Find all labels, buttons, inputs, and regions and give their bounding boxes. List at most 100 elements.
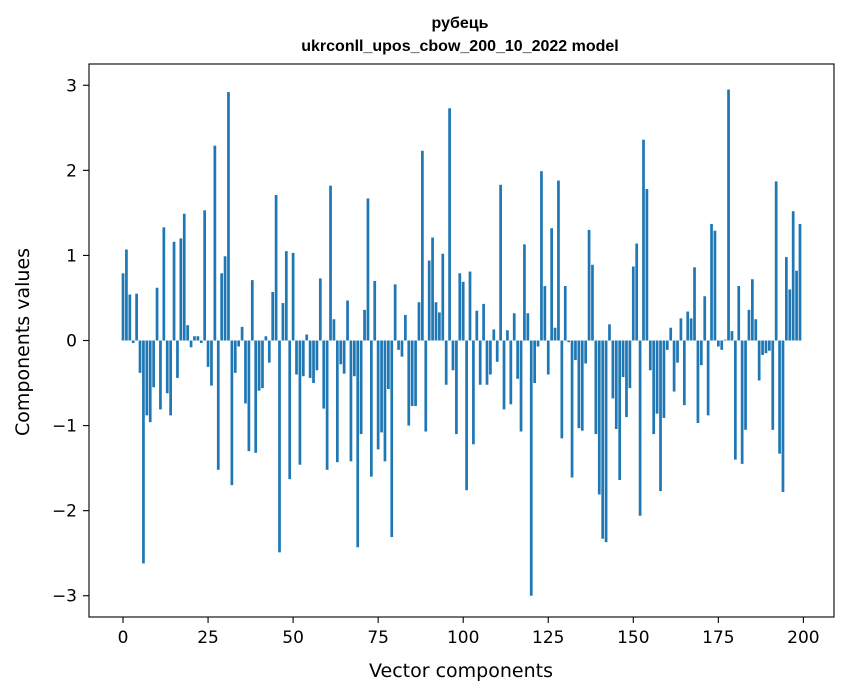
bar-64	[339, 340, 343, 365]
bar-137	[587, 229, 591, 341]
bar-172	[706, 340, 710, 416]
bar-120	[529, 340, 533, 596]
bar-31	[227, 92, 230, 341]
bar-49	[288, 340, 292, 480]
chart-title: рубець	[432, 15, 489, 32]
bar-96	[448, 108, 451, 341]
bar-182	[740, 340, 744, 464]
bar-143	[608, 324, 611, 341]
bar-139	[594, 340, 598, 435]
bar-40	[257, 340, 261, 391]
plot-frame	[88, 63, 835, 618]
bar-36	[244, 340, 247, 404]
bar-44	[271, 292, 275, 341]
bar-105	[478, 340, 482, 385]
bar-55	[308, 340, 312, 378]
bar-156	[652, 340, 656, 435]
y-tick-label: 3	[66, 76, 77, 96]
bar-147	[621, 340, 625, 378]
x-tick-label: 150	[617, 628, 649, 648]
bar-92	[434, 302, 438, 341]
x-tick-label: 0	[118, 628, 129, 648]
bar-46	[278, 340, 281, 553]
bar-69	[356, 340, 360, 548]
bar-129	[560, 340, 564, 439]
bar-175	[716, 340, 720, 347]
x-tick-label: 200	[787, 628, 819, 648]
bar-106	[482, 303, 485, 341]
bar-13	[165, 340, 169, 394]
bar-169	[696, 340, 700, 424]
bar-194	[781, 340, 785, 492]
bar-125	[546, 340, 550, 375]
x-tick-label: 75	[367, 628, 389, 648]
bar-150	[631, 266, 635, 341]
bar-6	[142, 340, 145, 564]
bar-12	[162, 227, 166, 341]
bar-19	[186, 325, 190, 341]
bar-170	[699, 340, 703, 366]
y-tick-label: 1	[66, 246, 77, 266]
bar-179	[730, 331, 734, 341]
y-axis-ticks: −3 −2 −1 0 1 2 3	[52, 76, 89, 607]
bar-117	[519, 340, 523, 432]
bar-136	[584, 340, 588, 364]
bar-56	[312, 340, 315, 384]
bar-160	[665, 340, 669, 350]
bar-8	[148, 340, 152, 423]
bar-151	[635, 243, 639, 341]
bar-132	[570, 340, 574, 478]
bar-181	[737, 286, 741, 341]
x-axis-label: Vector components	[369, 660, 553, 682]
bar-3	[131, 340, 135, 344]
bar-114	[509, 340, 513, 405]
bar-42	[264, 336, 268, 341]
bar-21	[193, 336, 196, 341]
bar-16	[176, 340, 179, 378]
bar-33	[233, 340, 237, 373]
bar-109	[492, 329, 496, 341]
bar-86	[414, 340, 417, 407]
bar-28	[216, 340, 220, 470]
bar-124	[543, 286, 547, 341]
bar-118	[523, 244, 526, 341]
bar-18	[182, 213, 186, 341]
bar-67	[349, 340, 353, 462]
bar-88	[421, 150, 424, 341]
bar-119	[526, 313, 530, 341]
bar-87	[417, 302, 421, 341]
bar-110	[495, 340, 499, 362]
bar-188	[761, 340, 764, 355]
bar-57	[315, 340, 319, 371]
bar-74	[373, 280, 377, 341]
x-axis-ticks: 0 25 50 75 100 125 150 175 200	[118, 617, 820, 648]
bar-153	[642, 139, 645, 341]
y-axis-label: Components values	[12, 248, 34, 436]
bar-135	[580, 340, 584, 431]
bar-152	[638, 340, 642, 516]
bar-77	[383, 340, 387, 462]
bar-171	[703, 296, 707, 341]
bar-4	[135, 293, 138, 341]
bar-0	[121, 273, 125, 341]
bar-7	[145, 340, 149, 416]
bar-196	[788, 289, 792, 341]
bar-121	[533, 340, 536, 384]
bar-164	[679, 318, 683, 341]
bar-173	[710, 223, 713, 341]
bar-157	[655, 340, 659, 414]
bar-90	[427, 260, 431, 341]
bar-130	[563, 286, 567, 341]
bar-159	[662, 340, 666, 418]
bar-50	[291, 252, 295, 341]
bar-65	[342, 340, 346, 374]
bar-141	[601, 340, 605, 539]
bar-161	[669, 327, 673, 341]
bar-41	[261, 340, 264, 389]
bar-60	[325, 340, 329, 470]
bar-47	[281, 303, 285, 341]
bar-102	[468, 271, 472, 341]
bar-138	[591, 264, 594, 341]
bar-163	[676, 340, 679, 363]
